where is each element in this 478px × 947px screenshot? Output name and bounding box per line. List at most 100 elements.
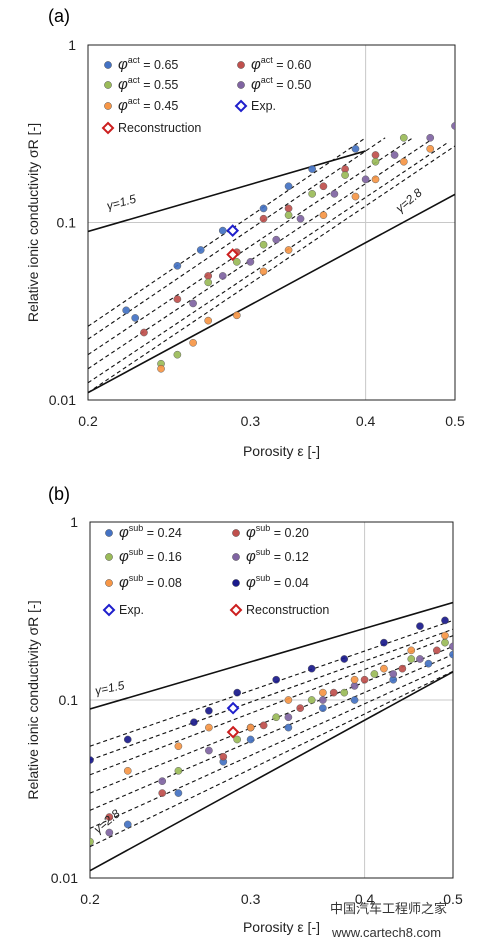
legend-marker — [232, 579, 240, 587]
data-point — [246, 735, 255, 744]
legend-label: φact = 0.65 — [118, 55, 178, 73]
legend-label: φsub = 0.08 — [119, 573, 182, 591]
x-axis-title: Porosity ε [-] — [243, 443, 320, 459]
y-tick-label: 0.1 — [57, 215, 77, 231]
data-point — [296, 214, 305, 223]
data-point — [204, 316, 213, 325]
watermark: 中国汽车工程师之家 www.cartech8.com — [330, 901, 447, 940]
panel-label: (a) — [48, 6, 70, 26]
data-point — [90, 756, 94, 764]
fit-line — [88, 137, 386, 340]
y-axis-title: Relative ionic conductivity σR [-] — [25, 600, 41, 799]
data-point — [380, 638, 388, 647]
chart-panel-b: (b)γ=1.5γ=2.80.2 0.3 0.4 0.50.010.11Porosit… — [25, 484, 463, 935]
data-point — [189, 338, 197, 347]
data-point — [399, 133, 408, 142]
data-point — [284, 204, 293, 213]
data-point — [416, 622, 424, 630]
data-point — [246, 258, 255, 266]
data-point — [219, 752, 228, 761]
legend-marker — [104, 61, 112, 69]
data-point — [340, 655, 349, 663]
watermark-line1: 中国汽车工程师之家 — [330, 901, 447, 916]
data-point — [190, 718, 198, 727]
data-point — [350, 696, 359, 704]
data-point — [259, 721, 268, 730]
data-point — [218, 226, 227, 235]
fit-line — [90, 670, 453, 848]
x-tick-label: 0.3 — [241, 891, 261, 907]
legend-label: φact = 0.50 — [251, 75, 311, 93]
data-point — [284, 723, 293, 732]
data-point — [426, 133, 435, 142]
data-point — [426, 144, 435, 153]
legend-label: Reconstruction — [246, 603, 329, 617]
data-point — [122, 306, 131, 315]
data-point — [205, 746, 213, 755]
data-point — [204, 278, 213, 287]
data-point — [307, 664, 316, 673]
legend-label: φsub = 0.16 — [119, 547, 182, 565]
data-point — [232, 258, 241, 266]
data-point — [157, 364, 165, 373]
x-tick-label: 0.4 — [356, 413, 376, 429]
legend-marker — [104, 81, 112, 89]
fit-line — [90, 645, 453, 794]
data-point — [174, 766, 183, 775]
data-point — [284, 696, 293, 704]
data-point — [158, 777, 167, 786]
data-point — [204, 272, 213, 280]
fit-line — [90, 619, 453, 747]
x-tick-label: 0.2 — [78, 413, 98, 429]
x-axis-title: Porosity ε [-] — [243, 919, 320, 935]
reconstruction-marker — [226, 248, 240, 261]
plot-area — [88, 122, 455, 394]
data-point — [319, 688, 327, 697]
data-point — [284, 246, 293, 254]
data-point — [329, 688, 338, 697]
bound-line-gamma-2-8 — [90, 671, 453, 872]
data-point — [232, 311, 241, 320]
x-tick-label: 0.2 — [80, 891, 100, 907]
exp-marker — [226, 701, 240, 715]
data-point — [174, 789, 183, 797]
data-point — [319, 696, 327, 704]
data-point — [340, 688, 349, 697]
data-point — [432, 646, 441, 655]
data-point — [398, 664, 407, 673]
plot-frame — [89, 521, 454, 879]
data-point — [351, 144, 360, 153]
x-tick-label: 0.5 — [445, 413, 465, 429]
legend-label: φact = 0.60 — [251, 55, 311, 73]
data-point — [308, 190, 316, 198]
watermark-line2: www.cartech8.com — [331, 925, 441, 940]
legend-marker — [237, 81, 245, 89]
data-point — [174, 742, 183, 751]
data-point — [140, 328, 148, 337]
data-point — [319, 211, 328, 220]
y-tick-label: 0.1 — [59, 692, 79, 708]
data-point — [173, 261, 182, 270]
legend-marker — [229, 603, 243, 617]
data-point — [350, 675, 359, 684]
legend-marker — [234, 99, 248, 113]
bound-annotation: γ=2.8 — [393, 185, 425, 215]
data-point — [451, 122, 455, 130]
data-point — [105, 828, 114, 837]
data-point — [319, 704, 327, 712]
legend-marker — [105, 553, 113, 561]
data-point — [205, 706, 213, 715]
legend-label: φact = 0.45 — [118, 96, 178, 114]
bound-annotation: γ=1.5 — [94, 678, 126, 698]
data-point — [259, 204, 268, 213]
data-point — [259, 214, 268, 223]
x-tick-label: 0.3 — [241, 413, 261, 429]
data-point — [390, 151, 399, 159]
data-point — [189, 299, 197, 308]
exp-marker — [226, 224, 240, 238]
bound-line-gamma-1-5 — [90, 601, 453, 710]
data-point — [196, 246, 205, 254]
legend-label: Exp. — [119, 603, 144, 617]
data-point — [389, 670, 398, 678]
plot-area — [90, 601, 453, 872]
